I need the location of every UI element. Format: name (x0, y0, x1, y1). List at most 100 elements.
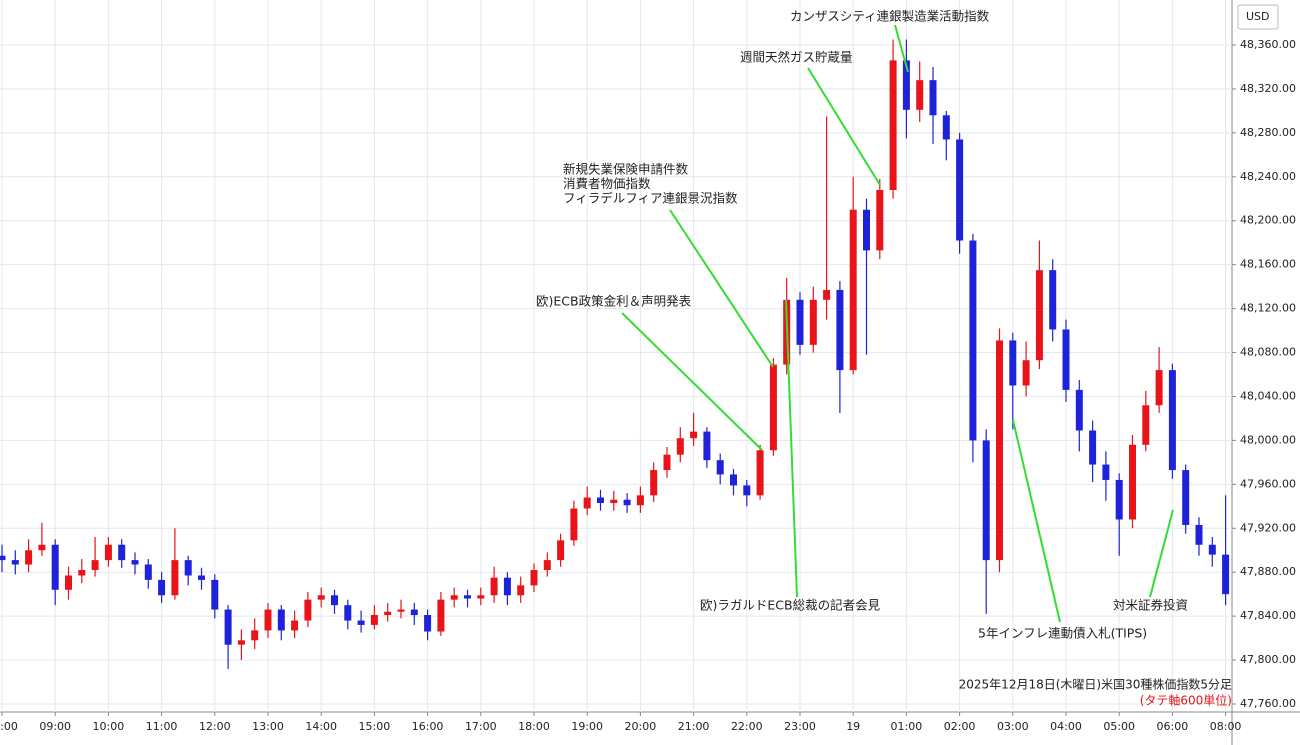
currency-box (1237, 4, 1279, 30)
x-tick-label: 15:00 (359, 720, 391, 733)
y-tick-label: 48,160.00 (1240, 258, 1296, 271)
candle-body (91, 560, 99, 571)
candle-body (1102, 464, 1110, 480)
candle-body (277, 609, 285, 631)
candle-body (370, 615, 378, 625)
x-tick-label: 08:00 (0, 720, 18, 733)
candle-body (849, 209, 857, 371)
candle-body (809, 299, 817, 345)
candle-body (1182, 470, 1190, 525)
x-tick-label: 08:00 (1210, 720, 1242, 733)
plot (0, 0, 1232, 712)
candle-body (1168, 370, 1176, 471)
candle-body (1075, 389, 1083, 431)
x-tick-label: 22:00 (731, 720, 763, 733)
candle-body (1155, 370, 1163, 406)
candle-body (304, 599, 312, 621)
candle-body (982, 440, 990, 561)
y-tick-label: 47,760.00 (1240, 697, 1296, 710)
y-tick-label: 48,200.00 (1240, 214, 1296, 227)
candle-body (1062, 329, 1070, 390)
y-tick-label: 47,880.00 (1240, 565, 1296, 578)
candle-body (317, 595, 325, 600)
candle-body (743, 485, 751, 496)
annotation-line (621, 312, 763, 451)
candle-body (676, 438, 684, 455)
x-tick-label: 06:00 (1157, 720, 1189, 733)
x-tick-label: 16:00 (412, 720, 444, 733)
candle-body (503, 577, 511, 596)
x-tick-label: 02:00 (944, 720, 976, 733)
candle-body (623, 499, 631, 506)
candle-body (198, 575, 205, 580)
annotation-line (807, 67, 881, 186)
y-tick-label: 47,800.00 (1240, 653, 1296, 666)
candle-body (211, 579, 219, 610)
candle-body (331, 595, 338, 606)
candle-body (1208, 544, 1216, 555)
candle-body (823, 289, 831, 300)
x-tick-label: 12:00 (199, 720, 231, 733)
footnote: (タテ軸600単位) (1140, 693, 1232, 708)
candle-body (756, 450, 764, 496)
candle-body (224, 609, 232, 645)
x-tick-label: 04:00 (1050, 720, 1082, 733)
y-tick-label: 48,120.00 (1240, 302, 1296, 315)
candle-body (144, 564, 152, 580)
candle-body (1022, 360, 1030, 386)
candle-body (65, 575, 72, 590)
candle-body (11, 560, 19, 565)
candle-body (902, 60, 910, 110)
candle-body (703, 431, 711, 461)
annotation-line (669, 209, 774, 368)
candle-body (237, 640, 245, 645)
candle-body (716, 460, 724, 475)
candle-body (118, 544, 126, 561)
x-tick-label: 13:00 (252, 720, 284, 733)
x-tick-label: 17:00 (465, 720, 497, 733)
candle-body (410, 609, 418, 616)
annotation-text: 新規失業保険申請件数 (563, 162, 689, 177)
candle-body (1089, 430, 1097, 465)
annotation-text: 消費者物価指数 (563, 176, 651, 191)
candle-body (1142, 405, 1150, 445)
candle-body (796, 299, 804, 345)
x-tick-label: 10:00 (93, 720, 125, 733)
candle-body (384, 611, 392, 616)
candle-body (1195, 524, 1203, 545)
y-tick-label: 48,360.00 (1240, 38, 1296, 51)
y-tick-label: 48,040.00 (1240, 389, 1296, 402)
y-tick-label: 47,920.00 (1240, 521, 1296, 534)
candle-body (1009, 340, 1017, 386)
annotation-line (894, 24, 909, 73)
annotation-text: カンザスシティ連銀製造業活動指数 (790, 9, 990, 24)
candle-body (344, 605, 352, 621)
annotation-text: 欧)ラガルドECB総裁の記者会見 (700, 598, 881, 613)
candle-body (1129, 444, 1136, 520)
candle-body (184, 560, 192, 576)
candle-body (650, 470, 658, 496)
x-tick-label: 19 (846, 720, 860, 733)
candle-body (357, 620, 365, 625)
x-tick-label: 01:00 (891, 720, 923, 733)
x-tick-label: 05:00 (1103, 720, 1135, 733)
candle-body (1222, 554, 1230, 595)
annotation-line (785, 299, 798, 598)
candle-body (929, 80, 937, 116)
x-tick-label: 20:00 (625, 720, 657, 733)
x-tick-label: 03:00 (997, 720, 1029, 733)
candle-body (530, 570, 538, 586)
candle-body (597, 497, 604, 504)
y-tick-label: 47,840.00 (1240, 609, 1296, 622)
candle-body (450, 595, 458, 600)
annotation-line (1149, 509, 1174, 598)
candle-body (158, 579, 166, 596)
candle-body (251, 630, 259, 641)
candle-body (0, 555, 6, 561)
candle-body (769, 364, 777, 451)
x-tick-label: 11:00 (146, 720, 178, 733)
candle-body (557, 540, 565, 561)
candle-body (543, 560, 551, 571)
candle-body (25, 550, 33, 565)
